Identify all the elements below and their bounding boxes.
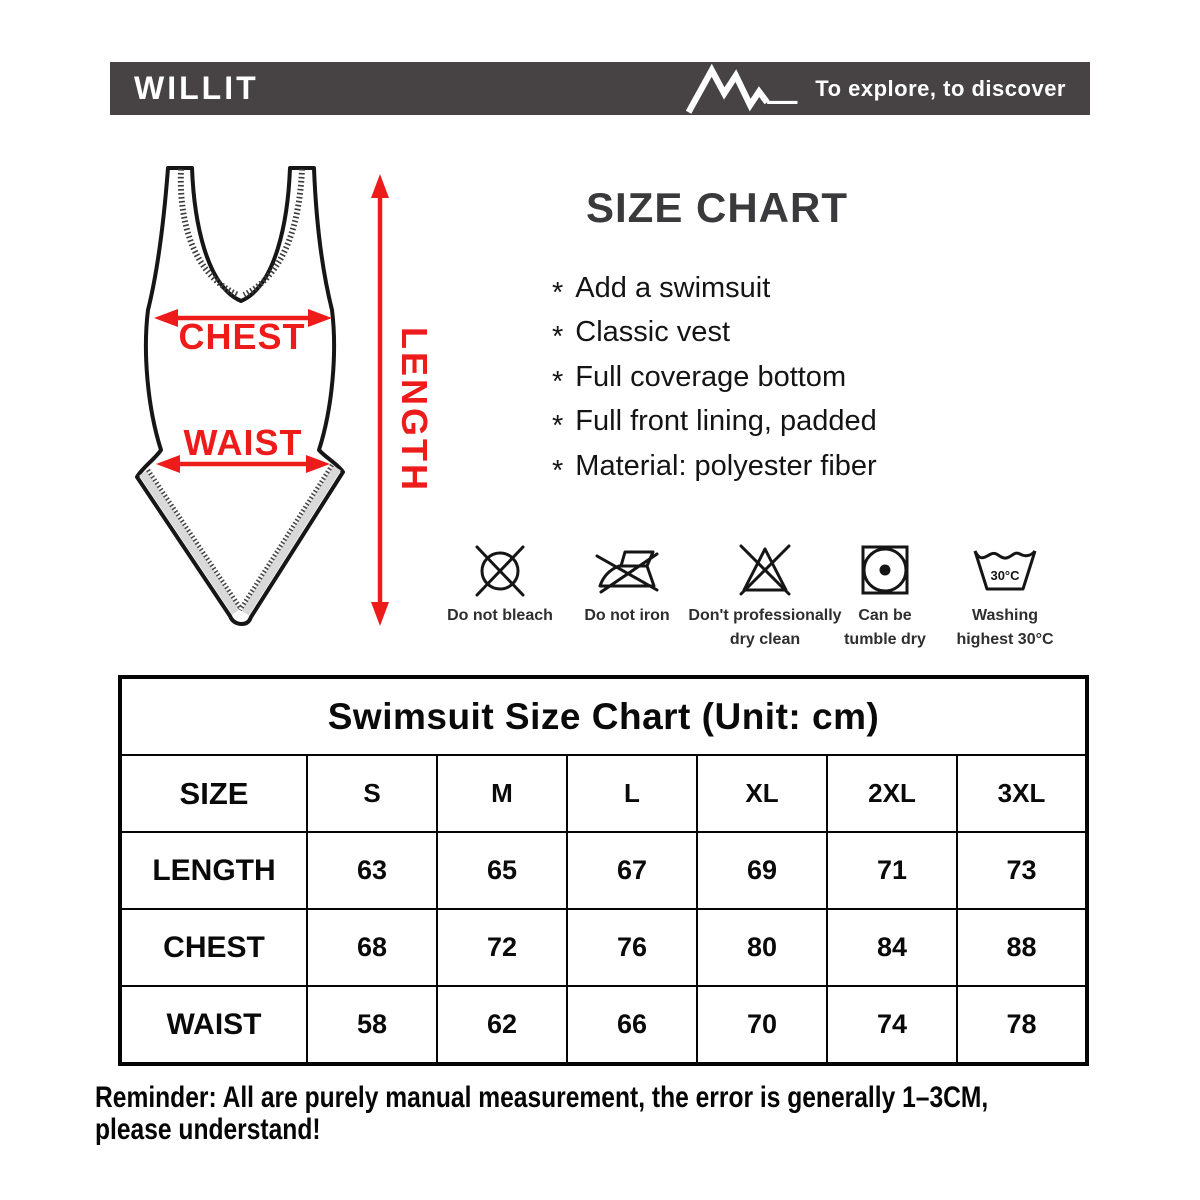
care-label: Washing highest 30°C — [956, 607, 1054, 648]
table-cell: 69 — [696, 831, 828, 910]
leg-binding-right — [241, 465, 341, 616]
mountain-logo-icon — [686, 63, 798, 114]
feature-item: * Material: polyester fiber — [552, 444, 877, 489]
row-label-waist: WAIST — [119, 985, 308, 1065]
care-item-do-not-dry-clean: Don't professionally dry clean — [675, 542, 855, 652]
bullet-asterisk: * — [552, 365, 564, 398]
washing-temp-text: 30°C — [990, 568, 1020, 583]
feature-text: Full coverage bottom — [575, 360, 847, 393]
feature-item: * Add a swimsuit — [552, 266, 877, 311]
chest-label: CHEST — [178, 316, 305, 357]
brand-banner: WILLIT To explore, to discover — [110, 62, 1090, 115]
table-cell: 58 — [306, 985, 438, 1065]
waist-arrow — [156, 455, 330, 473]
leg-stitching-left — [146, 468, 243, 611]
row-label-chest: CHEST — [119, 908, 308, 987]
feature-item: * Full coverage bottom — [552, 355, 877, 400]
column-header-xl: XL — [696, 754, 828, 833]
feature-item: * Full front lining, padded — [552, 400, 877, 445]
table-row-length: LENGTH 63 65 67 69 71 73 — [119, 831, 1089, 910]
table-cell: 70 — [696, 985, 828, 1065]
section-title: SIZE CHART — [586, 184, 848, 231]
table-cell: 76 — [566, 908, 698, 987]
table-cell: 63 — [306, 831, 438, 910]
column-header-size: SIZE — [119, 754, 308, 833]
size-table: Swimsuit Size Chart (Unit: cm) SIZE S M … — [118, 675, 1090, 1066]
table-title-row: Swimsuit Size Chart (Unit: cm) — [118, 676, 1089, 756]
table-cell: 74 — [826, 985, 958, 1065]
feature-text: Classic vest — [575, 316, 730, 349]
column-header-2xl: 2XL — [826, 754, 958, 833]
table-cell: 78 — [955, 985, 1089, 1065]
column-header-m: M — [436, 754, 568, 833]
table-header-row: SIZE S M L XL 2XL 3XL — [119, 754, 1089, 833]
column-header-s: S — [306, 754, 438, 833]
feature-list: * Add a swimsuit * Classic vest * Full c… — [552, 266, 877, 489]
table-cell: 71 — [826, 831, 958, 910]
length-label: LENGTH — [394, 327, 435, 493]
table-cell: 66 — [566, 985, 698, 1065]
reminder-line-2: please understand! — [95, 1113, 321, 1146]
table-cell: 62 — [436, 985, 568, 1065]
reminder-text: Reminder: All are purely manual measurem… — [95, 1082, 988, 1146]
feature-item: * Classic vest — [552, 311, 877, 356]
do-not-iron-icon — [595, 550, 659, 594]
feature-text: Add a swimsuit — [575, 271, 771, 304]
table-cell: 68 — [306, 908, 438, 987]
table-row-waist: WAIST 58 62 66 70 74 78 — [119, 985, 1089, 1065]
brand-tagline-group: To explore, to discover — [679, 63, 1066, 114]
table-cell: 73 — [955, 831, 1089, 910]
care-label: Don't professionally dry clean — [688, 607, 842, 648]
reminder-line-1: Reminder: All are purely manual measurem… — [95, 1081, 989, 1114]
bullet-asterisk: * — [552, 454, 564, 487]
table-cell: 84 — [826, 908, 958, 987]
table-cell: 67 — [566, 831, 698, 910]
swimsuit-outline — [135, 166, 345, 626]
strap-stitching-left — [177, 168, 240, 298]
feature-text: Full front lining, padded — [575, 405, 877, 438]
waist-label: WAIST — [184, 422, 303, 463]
strap-stitching-right — [242, 168, 305, 298]
leg-binding-left — [139, 470, 240, 615]
tumble-dry-icon — [861, 545, 909, 595]
care-item-tumble-dry: Can be tumble dry — [795, 542, 975, 652]
bullet-asterisk: * — [552, 321, 564, 354]
care-item-washing-30c: 30°C Washing highest 30°C — [915, 542, 1095, 652]
table-cell: 72 — [436, 908, 568, 987]
table-cell: 65 — [436, 831, 568, 910]
care-item-do-not-bleach: Do not bleach — [410, 542, 590, 628]
care-label: Do not iron — [584, 607, 670, 624]
feature-text: Material: polyester fiber — [575, 449, 877, 482]
row-label-length: LENGTH — [119, 831, 308, 910]
brand-logo-text: WILLIT — [134, 70, 259, 106]
length-arrow — [371, 174, 389, 626]
table-row-chest: CHEST 68 72 76 80 84 88 — [119, 908, 1089, 987]
chest-arrow — [154, 309, 332, 327]
bullet-asterisk: * — [552, 276, 564, 309]
do-not-dry-clean-icon — [739, 544, 791, 596]
do-not-bleach-icon — [475, 545, 525, 597]
washing-30c-icon: 30°C — [973, 549, 1037, 591]
care-label: Do not bleach — [447, 607, 553, 624]
table-cell: 88 — [955, 908, 1089, 987]
bullet-asterisk: * — [552, 410, 564, 443]
brand-tagline: To explore, to discover — [815, 75, 1066, 101]
table-title: Swimsuit Size Chart (Unit: cm) — [118, 676, 1089, 756]
column-header-l: L — [566, 754, 698, 833]
swimsuit-measurement-diagram: CHEST WAIST LENGTH — [135, 166, 435, 626]
care-label: Can be tumble dry — [844, 607, 926, 648]
column-header-3xl: 3XL — [955, 754, 1089, 833]
care-item-do-not-iron: Do not iron — [537, 542, 717, 628]
table-cell: 80 — [696, 908, 828, 987]
